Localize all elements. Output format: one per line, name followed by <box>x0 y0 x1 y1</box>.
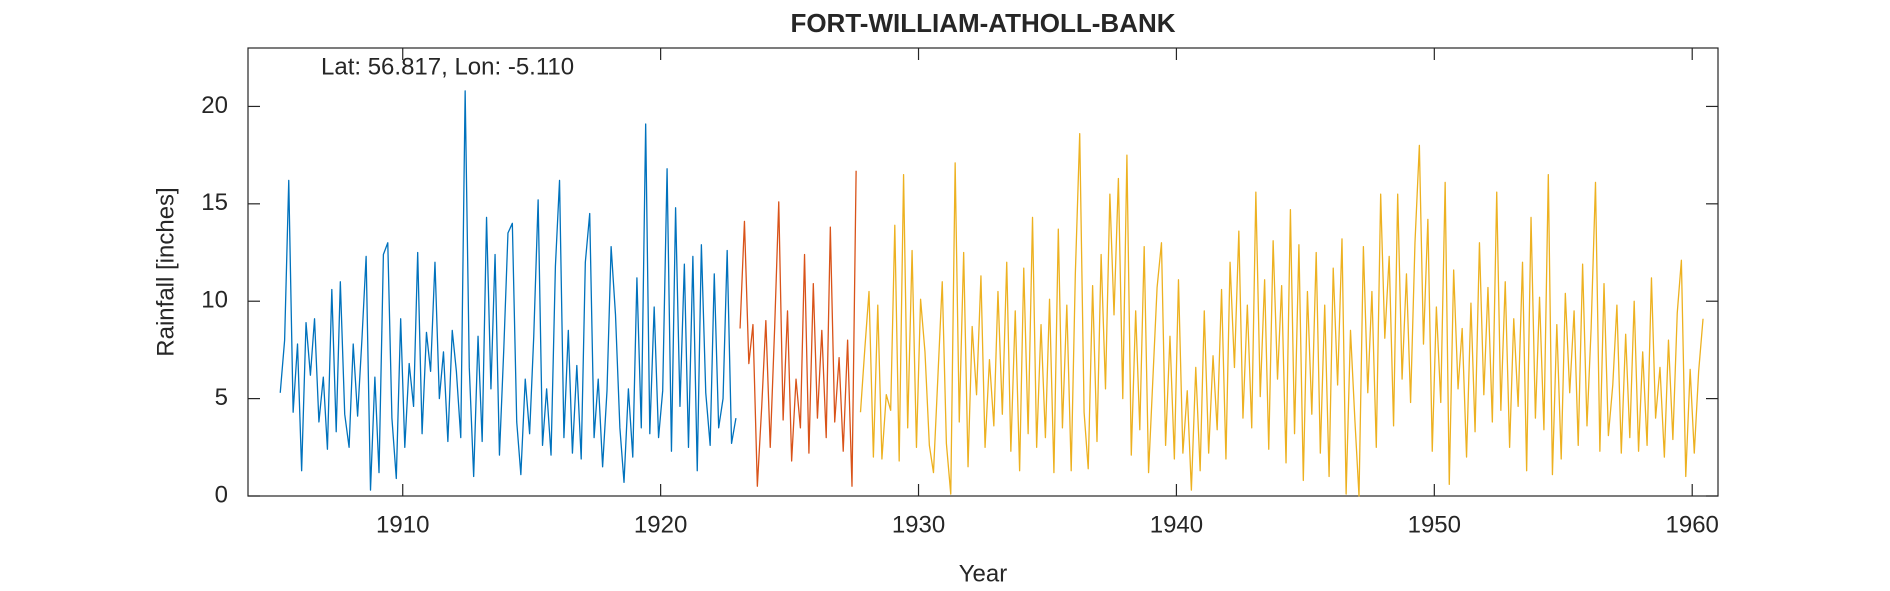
x-tick-label: 1930 <box>892 511 945 538</box>
x-tick-label: 1920 <box>634 511 687 538</box>
x-tick-label: 1940 <box>1150 511 1203 538</box>
x-tick-label: 1950 <box>1408 511 1461 538</box>
plot-frame <box>247 47 1719 497</box>
x-tick-label: 1910 <box>376 511 429 538</box>
x-tick-label: 1960 <box>1666 511 1719 538</box>
y-axis-label: Rainfall [inches] <box>152 187 179 356</box>
y-tick-label: 10 <box>201 287 228 314</box>
rainfall-line <box>859 133 1704 497</box>
rainfall-line <box>739 170 857 487</box>
rainfall-line <box>279 90 737 491</box>
chart-title: FORT-WILLIAM-ATHOLL-BANK <box>790 8 1175 38</box>
y-tick-label: 0 <box>215 481 228 508</box>
x-axis-label: Year <box>959 560 1008 587</box>
annotation: Lat: 56.817, Lon: -5.110 <box>321 53 574 80</box>
y-tick-label: 15 <box>201 189 228 216</box>
y-tick-label: 5 <box>215 384 228 411</box>
y-tick-label: 20 <box>201 92 228 119</box>
